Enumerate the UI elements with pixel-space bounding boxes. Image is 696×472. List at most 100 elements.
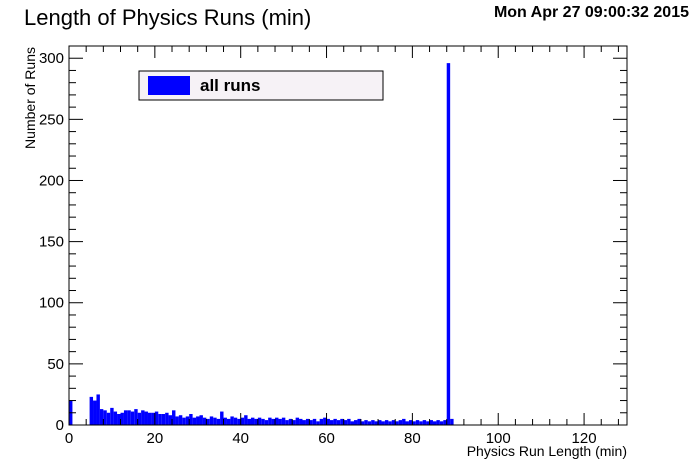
y-tick-label: 100 — [39, 295, 64, 312]
tick-labels: 0 20 40 60 80 100 120 0 50 100 150 200 250 300 — [39, 50, 597, 447]
histogram-bar — [395, 421, 399, 425]
y-tick-label: 150 — [39, 234, 64, 251]
chart-title: Length of Physics Runs (min) — [24, 5, 311, 30]
bars-group — [69, 63, 454, 426]
histogram-bar — [271, 418, 276, 425]
histogram-bar — [172, 410, 176, 425]
histogram-bar — [130, 411, 135, 425]
histogram-bar — [319, 418, 324, 425]
histogram-bar — [123, 410, 128, 425]
histogram-bar — [312, 418, 317, 425]
histogram-bar — [275, 417, 279, 425]
y-tick-label: 200 — [39, 172, 64, 189]
histogram-bar — [446, 63, 451, 426]
histogram-bar — [147, 412, 152, 425]
histogram-bar — [374, 421, 379, 425]
histogram-bar — [415, 420, 420, 425]
histogram-bar — [302, 420, 306, 425]
y-tick-label: 250 — [39, 111, 64, 128]
histogram-bar — [419, 421, 423, 425]
x-tick-label: 20 — [147, 430, 164, 447]
histogram-bar — [178, 415, 183, 425]
y-axis-title: Number of Runs — [22, 47, 38, 149]
histogram-bar — [220, 411, 224, 425]
histogram-bar — [309, 420, 313, 425]
histogram-bar — [209, 416, 214, 425]
histogram-bar — [343, 420, 348, 425]
x-tick-label: 100 — [486, 430, 511, 447]
timestamp: Mon Apr 27 09:00:32 2015 — [494, 4, 689, 21]
histogram-bar — [405, 421, 409, 425]
histogram-bar — [141, 410, 145, 425]
x-axis-title: Physics Run Length (min) — [467, 443, 627, 459]
x-tick-label: 40 — [232, 430, 249, 447]
histogram-bar — [230, 416, 234, 425]
x-tick-label: 80 — [404, 430, 421, 447]
histogram-bar — [268, 417, 272, 425]
x-tick-label: 0 — [65, 430, 73, 447]
histogram-bar — [412, 421, 416, 425]
histogram-bar — [354, 420, 358, 425]
histogram-bar — [117, 414, 121, 425]
histogram-bar — [189, 414, 193, 425]
histogram-bar — [226, 418, 231, 425]
histogram-bar — [120, 412, 124, 425]
histogram-bar — [99, 409, 104, 425]
histogram-bar — [216, 418, 221, 425]
histogram-bar — [113, 411, 118, 425]
histogram-bar — [213, 417, 217, 425]
histogram-bar — [182, 417, 186, 425]
histogram-bar — [96, 394, 100, 425]
histogram-bar — [384, 420, 389, 425]
histogram-bar — [247, 418, 251, 425]
legend: all runs — [138, 70, 384, 101]
histogram-bar — [254, 418, 258, 425]
histogram-bar — [137, 412, 142, 425]
x-tick-label: 120 — [572, 430, 597, 447]
histogram-bar — [93, 400, 97, 425]
histogram-bar — [295, 417, 300, 425]
histogram-bar — [398, 420, 403, 425]
histogram-bar — [422, 420, 427, 425]
x-tick-label: 60 — [318, 430, 335, 447]
histogram-bar — [347, 418, 351, 425]
histogram-bar — [432, 421, 437, 425]
histogram-bar — [158, 414, 162, 425]
histogram-bar — [244, 415, 248, 425]
histogram-bar — [381, 421, 385, 425]
histogram-bar — [240, 417, 245, 425]
legend-swatch — [148, 76, 190, 95]
histogram-bar — [299, 418, 303, 425]
y-tick-label: 50 — [47, 356, 64, 373]
histogram-bar — [316, 421, 320, 425]
histogram-bar — [237, 418, 241, 425]
histogram-bar — [426, 421, 430, 425]
histogram-bar — [305, 418, 310, 425]
histogram-bar — [89, 396, 94, 425]
histogram-bar — [233, 417, 238, 425]
histogram-bar — [261, 418, 265, 425]
histogram-bar — [106, 412, 111, 425]
histogram-bar — [388, 421, 392, 425]
histogram-bar — [329, 420, 334, 425]
histogram-bar — [333, 418, 337, 425]
histogram-bar — [199, 415, 203, 425]
histogram-bar — [110, 407, 114, 425]
histogram-bar — [151, 412, 155, 425]
histogram-bar — [360, 421, 365, 425]
histogram-bar — [326, 418, 330, 425]
histogram-bar — [364, 420, 368, 425]
histogram-bar — [134, 409, 138, 425]
histogram-bar — [281, 417, 286, 425]
plot-frame — [68, 45, 628, 426]
histogram-bar — [367, 421, 372, 425]
legend-label: all runs — [200, 76, 260, 95]
histogram-bar — [192, 417, 197, 425]
histogram-bar — [402, 418, 406, 425]
histogram-bar — [350, 421, 355, 425]
histogram-bar — [285, 420, 289, 425]
histogram-bar — [408, 420, 413, 425]
histogram-bar — [161, 414, 166, 425]
histogram-bar — [257, 417, 262, 425]
histogram-bar — [436, 420, 440, 425]
